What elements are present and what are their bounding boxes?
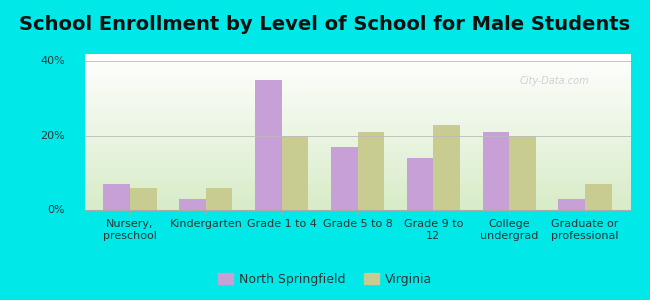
Bar bbox=[179, 199, 206, 210]
Bar bbox=[358, 132, 384, 210]
Bar bbox=[585, 184, 612, 210]
Bar bbox=[509, 136, 536, 210]
Text: City-Data.com: City-Data.com bbox=[520, 76, 590, 86]
Bar bbox=[103, 184, 130, 210]
Bar bbox=[482, 132, 509, 210]
Bar bbox=[255, 80, 281, 210]
Bar bbox=[331, 147, 358, 210]
Bar bbox=[407, 158, 434, 210]
Bar bbox=[130, 188, 157, 210]
Bar bbox=[434, 124, 460, 210]
Text: 40%: 40% bbox=[40, 56, 65, 66]
Bar bbox=[281, 136, 308, 210]
Legend: North Springfield, Virginia: North Springfield, Virginia bbox=[213, 268, 437, 291]
Bar bbox=[558, 199, 585, 210]
Bar bbox=[206, 188, 233, 210]
Text: 20%: 20% bbox=[40, 131, 65, 141]
Text: School Enrollment by Level of School for Male Students: School Enrollment by Level of School for… bbox=[20, 15, 630, 34]
Text: 0%: 0% bbox=[47, 205, 65, 215]
